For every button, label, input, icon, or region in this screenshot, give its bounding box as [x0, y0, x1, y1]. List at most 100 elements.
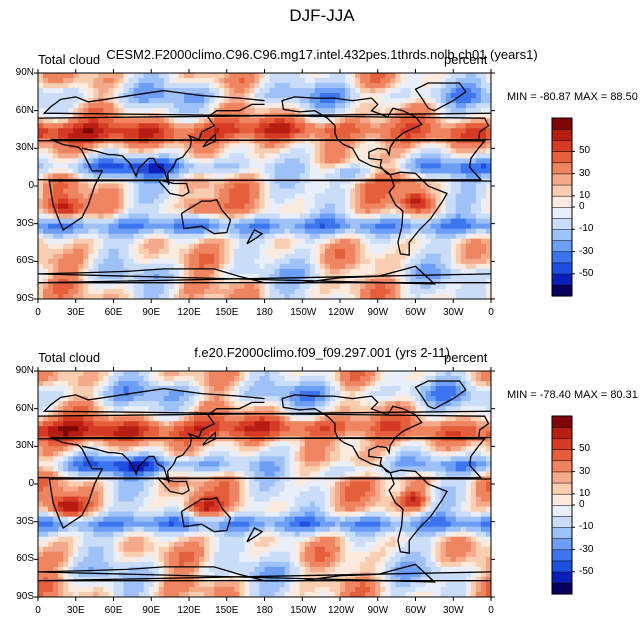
- colorbar-swatch: [551, 549, 573, 562]
- x-tick-label: 30E: [66, 605, 85, 616]
- colorbar-swatch: [551, 471, 573, 484]
- y-tick-label: 90S: [16, 293, 34, 304]
- colorbar-swatch: [551, 251, 573, 264]
- x-tick-label: 0: [35, 307, 41, 318]
- x-tick-label: 90W: [367, 307, 389, 318]
- colorbar-swatch: [551, 571, 573, 584]
- colorbar-swatch: [551, 240, 573, 253]
- cloud-field-2: [38, 371, 491, 597]
- colorbar-swatch: [551, 415, 573, 428]
- colorbar-swatch: [551, 173, 573, 186]
- y-tick-label: 30N: [15, 142, 34, 154]
- y-tick-label: 30N: [15, 440, 34, 452]
- colorbar-swatch: [551, 504, 573, 517]
- x-tick-label: 30W: [442, 605, 464, 616]
- colorbar-swatch: [551, 560, 573, 573]
- colorbar-swatch: [551, 515, 573, 528]
- colorbar-tick-label: 30: [579, 167, 591, 179]
- colorbar-swatch: [551, 151, 573, 164]
- panel-units: percent: [444, 350, 488, 365]
- colorbar-swatch: [551, 184, 573, 197]
- x-tick-label: 90E: [142, 605, 161, 616]
- colorbar-tick-label: 50: [579, 145, 591, 157]
- x-tick-label: 60W: [405, 307, 426, 318]
- colorbar-swatch: [551, 273, 573, 286]
- colorbar-tick-label: -50: [579, 267, 594, 279]
- colorbar-swatch: [551, 493, 573, 506]
- y-tick-label: 30S: [16, 515, 34, 527]
- y-tick-label: 30S: [16, 217, 34, 229]
- colorbar-swatch: [551, 538, 573, 551]
- min-max-readout: MIN = -80.87 MAX = 88.50: [507, 91, 638, 103]
- x-tick-label: 120E: [177, 605, 201, 616]
- x-tick-label: 0: [35, 605, 41, 616]
- colorbar-tick-label: 30: [579, 465, 591, 477]
- colorbar-swatch: [551, 460, 573, 473]
- colorbar-swatch: [551, 140, 573, 152]
- x-tick-label: 180: [256, 307, 273, 318]
- colorbar-swatch: [551, 206, 573, 219]
- colorbar-tick-label: 10: [579, 487, 591, 499]
- x-tick-label: 150E: [215, 605, 239, 616]
- coastlines-2: [38, 380, 491, 583]
- colorbar-tick-label: 0: [579, 499, 585, 510]
- colorbar-2: [551, 415, 575, 595]
- y-tick-label: 90N: [15, 365, 34, 376]
- x-tick-label: 90E: [142, 307, 161, 318]
- x-tick-label: 30E: [66, 307, 85, 318]
- x-tick-label: 60W: [405, 605, 426, 616]
- panel-left-title: Total cloud: [38, 350, 101, 365]
- colorbar-1: [551, 117, 575, 297]
- colorbar-swatch: [551, 117, 573, 130]
- x-tick-label: 150W: [290, 605, 317, 616]
- coastlines-1: [38, 82, 491, 285]
- y-tick-label: 90N: [15, 67, 34, 78]
- y-tick-label: 0: [28, 180, 34, 191]
- panel-units: percent: [444, 52, 488, 67]
- colorbar-swatch: [551, 438, 573, 450]
- colorbar-tick-label: -10: [579, 223, 594, 235]
- panel-left-title: Total cloud: [38, 52, 101, 67]
- x-tick-label: 120W: [328, 605, 355, 616]
- x-tick-label: 0: [488, 605, 494, 616]
- colorbar-swatch: [551, 284, 573, 297]
- cloud-field-1: [38, 73, 491, 299]
- min-max-readout: MIN = -78.40 MAX = 80.31: [507, 389, 638, 401]
- x-tick-label: 180: [256, 605, 273, 616]
- y-tick-label: 60S: [16, 553, 34, 565]
- y-tick-label: 60S: [16, 255, 34, 267]
- colorbar-swatch: [551, 262, 573, 275]
- colorbar-tick-label: -30: [579, 543, 594, 555]
- colorbar-swatch: [551, 482, 573, 495]
- x-tick-label: 120W: [328, 307, 355, 318]
- x-tick-label: 90W: [367, 605, 389, 616]
- colorbar-swatch: [551, 229, 573, 241]
- x-tick-label: 60E: [104, 605, 123, 616]
- colorbar-swatch: [551, 426, 573, 439]
- x-tick-label: 150E: [215, 307, 239, 318]
- panel-center-title: f.e20.F2000climo.f09_f09.297.001 (yrs 2-…: [194, 345, 450, 360]
- map-panel-1: [34, 69, 495, 303]
- x-tick-label: 150W: [290, 307, 317, 318]
- colorbar-swatch: [551, 128, 573, 141]
- y-tick-label: 60N: [15, 402, 34, 414]
- colorbar-tick-label: 10: [579, 189, 591, 201]
- y-tick-label: 0: [28, 478, 34, 489]
- figure-title: DJF-JJA: [289, 6, 355, 25]
- colorbar-tick-label: 50: [579, 443, 591, 455]
- x-tick-label: 60E: [104, 307, 123, 318]
- colorbar-swatch: [551, 527, 573, 539]
- x-tick-label: 0: [488, 307, 494, 318]
- colorbar-swatch: [551, 217, 573, 230]
- colorbar-tick-label: 0: [579, 201, 585, 212]
- colorbar-swatch: [551, 449, 573, 462]
- colorbar-swatch: [551, 582, 573, 595]
- panel-center-title: CESM2.F2000climo.C96.C96.mg17.intel.432p…: [106, 47, 538, 62]
- y-tick-label: 60N: [15, 104, 34, 116]
- x-tick-label: 120E: [177, 307, 201, 318]
- colorbar-tick-label: -30: [579, 245, 594, 257]
- colorbar-tick-label: -50: [579, 565, 594, 577]
- map-panel-2: [34, 367, 495, 601]
- colorbar-tick-label: -10: [579, 521, 594, 533]
